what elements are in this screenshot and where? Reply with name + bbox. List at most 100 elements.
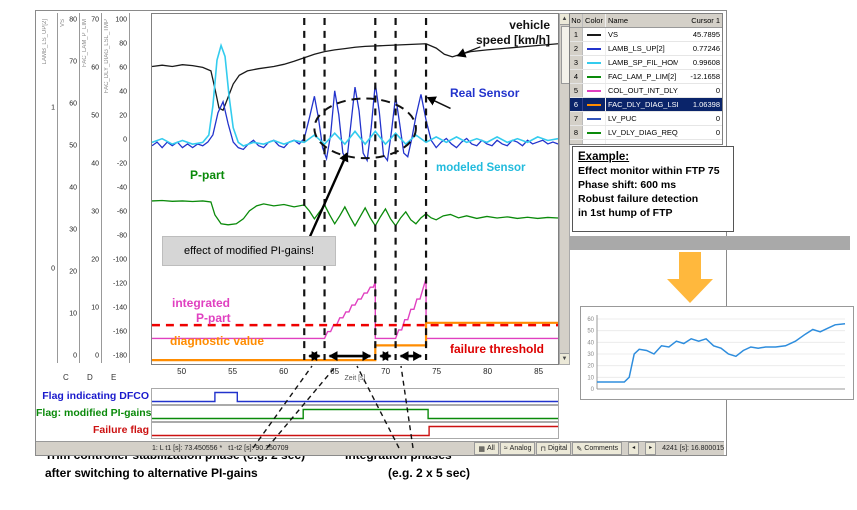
col-header-color: Color (583, 14, 606, 27)
example-line: Phase shift: 600 ms (578, 179, 677, 191)
signal-color-swatch (587, 61, 601, 64)
trace-dfco-flag (152, 391, 558, 403)
modeled-sensor-label: modeled Sensor (436, 162, 526, 174)
cursor-status: 1: L t1 [s]: 73.450556 * (152, 445, 223, 452)
col-header-no: No (570, 14, 583, 27)
signal-color-swatch (587, 89, 601, 92)
svg-text:10: 10 (587, 375, 594, 381)
signal-row-LV_PUC[interactable]: 7 LV_PUC 0 (570, 112, 722, 126)
trace-canvas (152, 17, 558, 362)
signal-row-VS[interactable]: 1 VS 45.7895 (570, 28, 722, 42)
view-tabs: ▦ All ≈ Analog ⊓ Digital ✎ Comments (474, 442, 623, 455)
tabs-next-icon[interactable]: ▸ (645, 442, 657, 455)
table-header: No Color Name Cursor 1 (570, 14, 722, 28)
signal-row-LAMB_LS_UP[2][interactable]: 2 LAMB_LS_UP[2] 0.77246 (570, 42, 722, 56)
example-title: Example: (578, 151, 630, 163)
svg-text:40: 40 (587, 340, 594, 346)
orange-down-arrow (679, 252, 701, 279)
flag-label-2: Failure flag (92, 424, 149, 436)
signal-row-FAC_LAM_P_LIM[2][interactable]: 4 FAC_LAM_P_LIM[2] -12.1658 (570, 70, 722, 84)
orange-down-arrow-head (667, 279, 713, 303)
tabs-prev-icon[interactable]: ◂ (628, 442, 640, 455)
vehicle-speed-label-line2: speed [km/h] (475, 33, 550, 47)
effect-callout: effect of modified PI-gains! (162, 236, 336, 266)
trace-modeled-sensor (152, 42, 558, 147)
vehicle-speed-label: vehicle speed [km/h] (476, 18, 550, 48)
signal-color-swatch (587, 103, 601, 106)
example-line: Robust failure detection (578, 193, 699, 205)
trace-pi-gains-flag (152, 408, 558, 420)
pi-gains-flag-plot[interactable] (151, 405, 559, 422)
vehicle-speed-label-line1: vehicle (509, 18, 550, 32)
emphasis-ellipse (313, 97, 417, 160)
trace-ftp-trace (597, 322, 846, 383)
oscilloscope-chart[interactable]: vehicle speed [km/h] Real Sensor modeled… (151, 13, 559, 365)
dfco-flag-plot[interactable] (151, 388, 559, 405)
example-line: in 1st hump of FTP (578, 207, 673, 219)
svg-text:20: 20 (587, 364, 594, 370)
tab-analog[interactable]: ≈ Analog (499, 442, 536, 455)
p-part-label: P-part (190, 168, 225, 182)
signal-color-swatch (587, 75, 601, 78)
scroll-up-icon[interactable]: ▲ (560, 14, 569, 25)
all-tab-icon: ▦ (478, 445, 486, 453)
sample-status: 4241 [s]: 16.800015 (662, 445, 724, 452)
svg-text:0: 0 (591, 387, 595, 393)
signal-color-swatch (587, 33, 601, 36)
y-axis-lambda: 1 0 LAMB_LS_UP[2] (41, 13, 58, 363)
ftp-mini-canvas: 0 10 20 30 40 50 60 (587, 315, 846, 393)
example-note: Example: Effect monitor within FTP 75 Ph… (572, 146, 734, 232)
flag-label-0: Flag indicating DFCO (42, 390, 149, 402)
chart-scrollbar[interactable]: ▲ ▼ (559, 13, 570, 365)
tab-all[interactable]: ▦ All (474, 442, 499, 455)
dfco-flag-canvas (152, 391, 558, 403)
y-axis-p-lim: 70 60 50 40 30 20 10 0 FAC_LAM_P_LIM (81, 13, 102, 363)
svg-text:60: 60 (587, 317, 594, 323)
scroll-down-icon[interactable]: ▼ (560, 353, 569, 364)
pi-gains-flag-canvas (152, 408, 558, 420)
signal-row-LV_DLY_END_LSL_DIAG[2][interactable]: 9LV_DLY_END_LSL_DIAG[2]1 (570, 140, 722, 144)
analog-tab-icon: ≈ (503, 445, 508, 452)
svg-text:30: 30 (587, 352, 594, 358)
table-body: 1 VS 45.7895 2 LAMB_LS_UP[2] 0.77246 3 LAMB_SP_… (570, 28, 722, 144)
y-axis-vs: 80 70 60 50 40 30 20 10 0 VS (59, 13, 80, 363)
failure-threshold-label: failure threshold (448, 342, 547, 356)
callout-arrow (306, 152, 349, 244)
digital-tab-icon: ⊓ (540, 445, 546, 453)
failure-flag-canvas (152, 425, 558, 437)
vehicle-speed-arrow (456, 46, 481, 58)
signal-color-swatch (587, 117, 601, 120)
failure-flag-plot[interactable] (151, 422, 559, 439)
integrated-label-line2: P-part (196, 311, 231, 325)
signal-color-swatch (587, 47, 601, 50)
comments-tab-icon: ✎ (576, 445, 583, 453)
stabilization-annotation-line2: after switching to alternative PI-gains (45, 466, 258, 480)
ftp-mini-chart: 0 10 20 30 40 50 60 (580, 306, 854, 400)
delta-status: t1-t2 [s]: 90.250709 (228, 445, 289, 452)
signal-color-swatch (587, 131, 601, 134)
tab-digital[interactable]: ⊓ Digital (536, 442, 572, 455)
real-sensor-label: Real Sensor (450, 86, 520, 100)
col-header-name: Name (608, 16, 629, 25)
x-axis-title: Zeit [s] (344, 375, 366, 382)
flag-label-1: Flag: modified PI-gains (36, 407, 152, 419)
status-bar: 1: L t1 [s]: 73.450556 * t1-t2 [s]: 90.2… (36, 441, 724, 455)
svg-text:50: 50 (587, 329, 594, 335)
y-axis-diag: 100 80 60 40 20 0 -20 -40 -60 -80 -100 -120 -140 -160… (103, 13, 130, 363)
tab-comments[interactable]: ✎ Comments (572, 442, 623, 455)
diagnostic-value-label: diagnostic value (170, 334, 265, 348)
integrated-label-line1: integrated (172, 296, 231, 310)
trace-p-part (152, 199, 558, 228)
trace-failure-flag (152, 425, 558, 437)
signal-row-LV_DLY_DIAG_REQ_LAM_GAIN[2][interactable]: 8LV_DLY_DIAG_REQ_LAM_GAIN[2]0 (570, 126, 722, 140)
col-header-cursor1: Cursor 1 (691, 16, 720, 25)
real-sensor-arrow (426, 96, 451, 110)
signal-table: No Color Name Cursor 1 1 VS 45.7895 2 LAMB_L… (569, 13, 723, 145)
integrated-p-part-label: integrated P-part (172, 296, 231, 326)
redacted-gray-bar (570, 236, 850, 250)
integration-annotation-line2: (e.g. 2 x 5 sec) (388, 466, 471, 480)
